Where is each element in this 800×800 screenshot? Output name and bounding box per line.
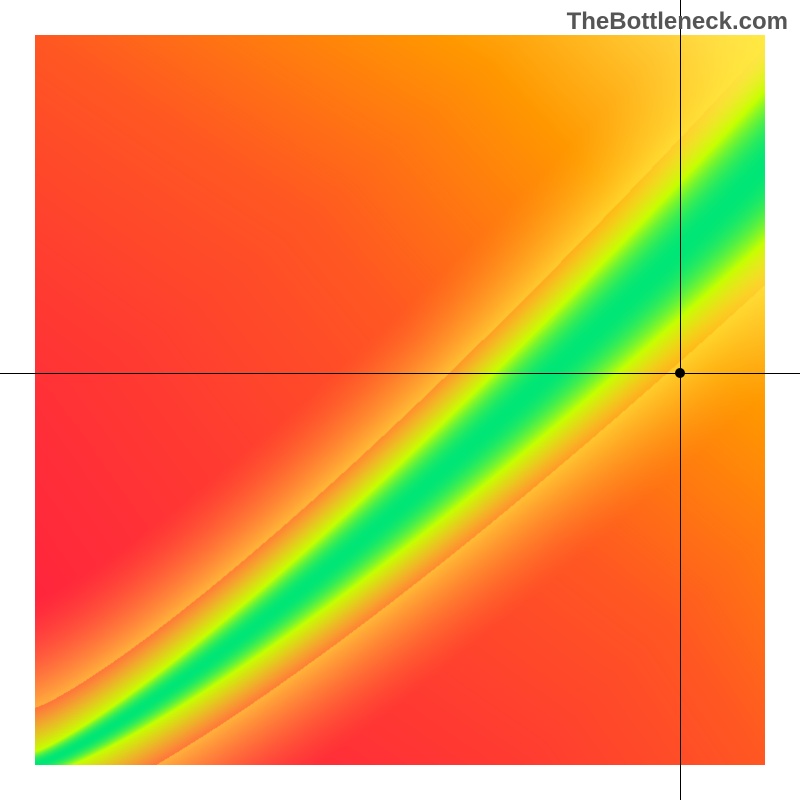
- chart-container: TheBottleneck.com: [0, 0, 800, 800]
- crosshair-vertical: [680, 0, 681, 800]
- plot-area: [35, 35, 765, 765]
- watermark: TheBottleneck.com: [567, 8, 788, 36]
- heatmap-canvas: [35, 35, 765, 765]
- marker-point: [675, 368, 685, 378]
